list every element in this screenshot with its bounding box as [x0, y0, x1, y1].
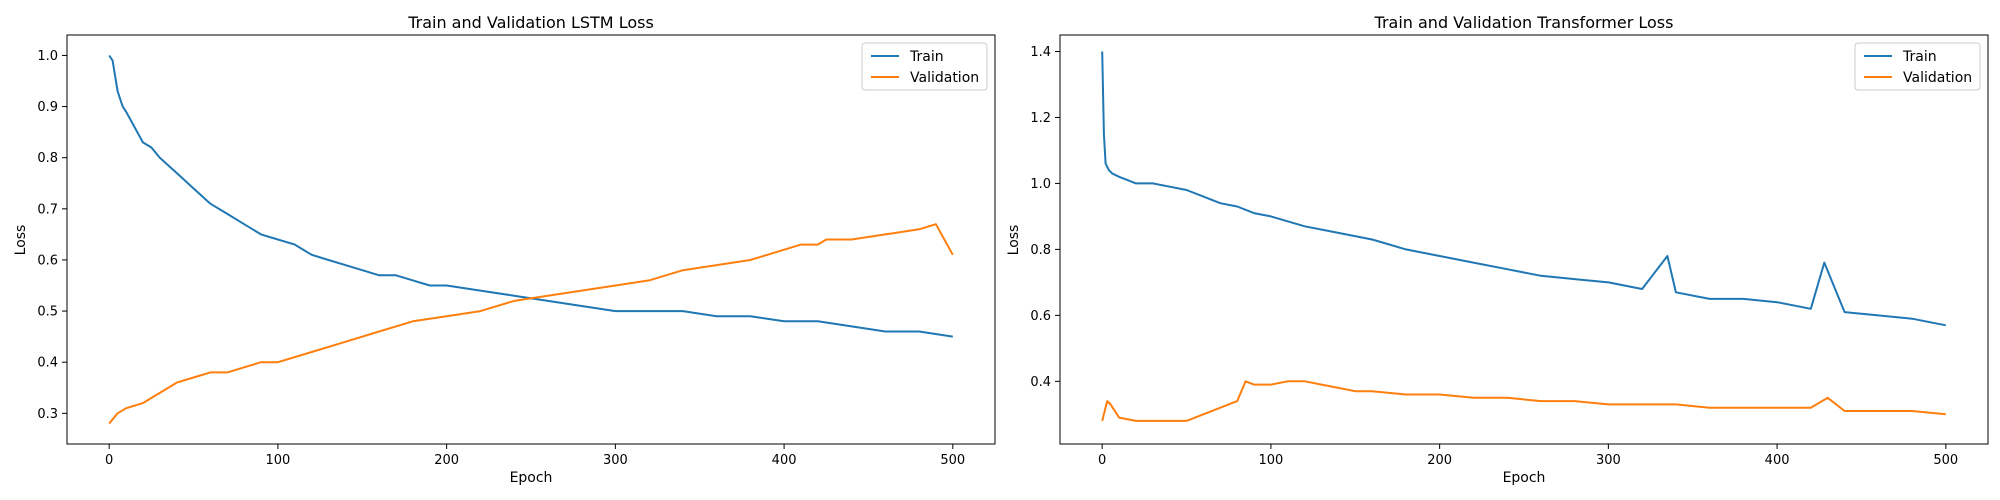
legend-label-train: Train: [909, 49, 944, 65]
chart-title: Train and Validation LSTM Loss: [407, 13, 654, 32]
y-axis-label: Loss: [13, 225, 29, 256]
y-tick-label: 0.6: [1030, 309, 1051, 324]
y-tick-label: 0.4: [37, 356, 58, 371]
legend: Train Validation: [861, 42, 988, 91]
x-tick-label: 500: [940, 453, 965, 468]
x-tick-label: 400: [772, 453, 797, 468]
y-tick-label: 0.7: [37, 202, 58, 217]
series-lines: [1101, 51, 1946, 422]
series-lines: [108, 54, 954, 425]
legend-label-validation: Validation: [910, 70, 979, 86]
y-tick-label: 0.8: [1030, 243, 1051, 258]
y-tick-label: 1.2: [1030, 111, 1051, 126]
legend-box: [861, 42, 988, 91]
ticks: 0 100 200 300 400 500 0.3 0.4 0.5 0.6 0.7 0.8 0.9 1.0: [37, 49, 965, 468]
x-tick-label: 200: [1427, 453, 1452, 468]
y-tick-label: 1.0: [37, 49, 58, 64]
x-tick-label: 400: [1765, 453, 1790, 468]
y-tick-label: 1.4: [1030, 45, 1051, 60]
y-tick-label: 0.5: [37, 305, 58, 320]
x-tick-label: 200: [434, 453, 459, 468]
series-line-train: [1101, 51, 1946, 327]
legend-label-train: Train: [1902, 49, 1937, 65]
x-tick-label: 500: [1933, 453, 1958, 468]
series-line-validation: [108, 223, 954, 425]
x-tick-label: 300: [1596, 453, 1621, 468]
x-tick-label: 100: [1258, 453, 1283, 468]
x-tick-label: 300: [603, 453, 628, 468]
legend-label-validation: Validation: [1903, 70, 1972, 86]
chart-title: Train and Validation Transformer Loss: [1374, 13, 1674, 32]
x-axis-label: Epoch: [510, 470, 553, 486]
y-tick-label: 0.8: [37, 151, 58, 166]
y-axis-label: Loss: [1006, 225, 1022, 256]
lstm-loss-chart: Train and Validation LSTM Loss Epoch Los…: [13, 13, 996, 486]
y-tick-label: 0.9: [37, 100, 58, 115]
legend-box: [1854, 42, 1981, 91]
y-tick-label: 0.4: [1030, 375, 1051, 390]
plot-area-frame: [1059, 34, 1989, 445]
x-tick-label: 0: [1098, 453, 1106, 468]
ticks: 0 100 200 300 400 500 0.4 0.6 0.8 1.0 1.2 1.4: [1030, 45, 1958, 468]
x-tick-label: 0: [105, 453, 113, 468]
x-axis-label: Epoch: [1503, 470, 1546, 486]
x-tick-label: 100: [265, 453, 290, 468]
y-tick-label: 1.0: [1030, 177, 1051, 192]
legend: Train Validation: [1854, 42, 1981, 91]
y-tick-label: 0.6: [37, 253, 58, 268]
y-tick-label: 0.3: [37, 407, 58, 422]
series-line-train: [108, 54, 953, 338]
transformer-loss-chart: Train and Validation Transformer Loss Ep…: [1006, 13, 1989, 486]
series-line-validation: [1101, 380, 1946, 422]
